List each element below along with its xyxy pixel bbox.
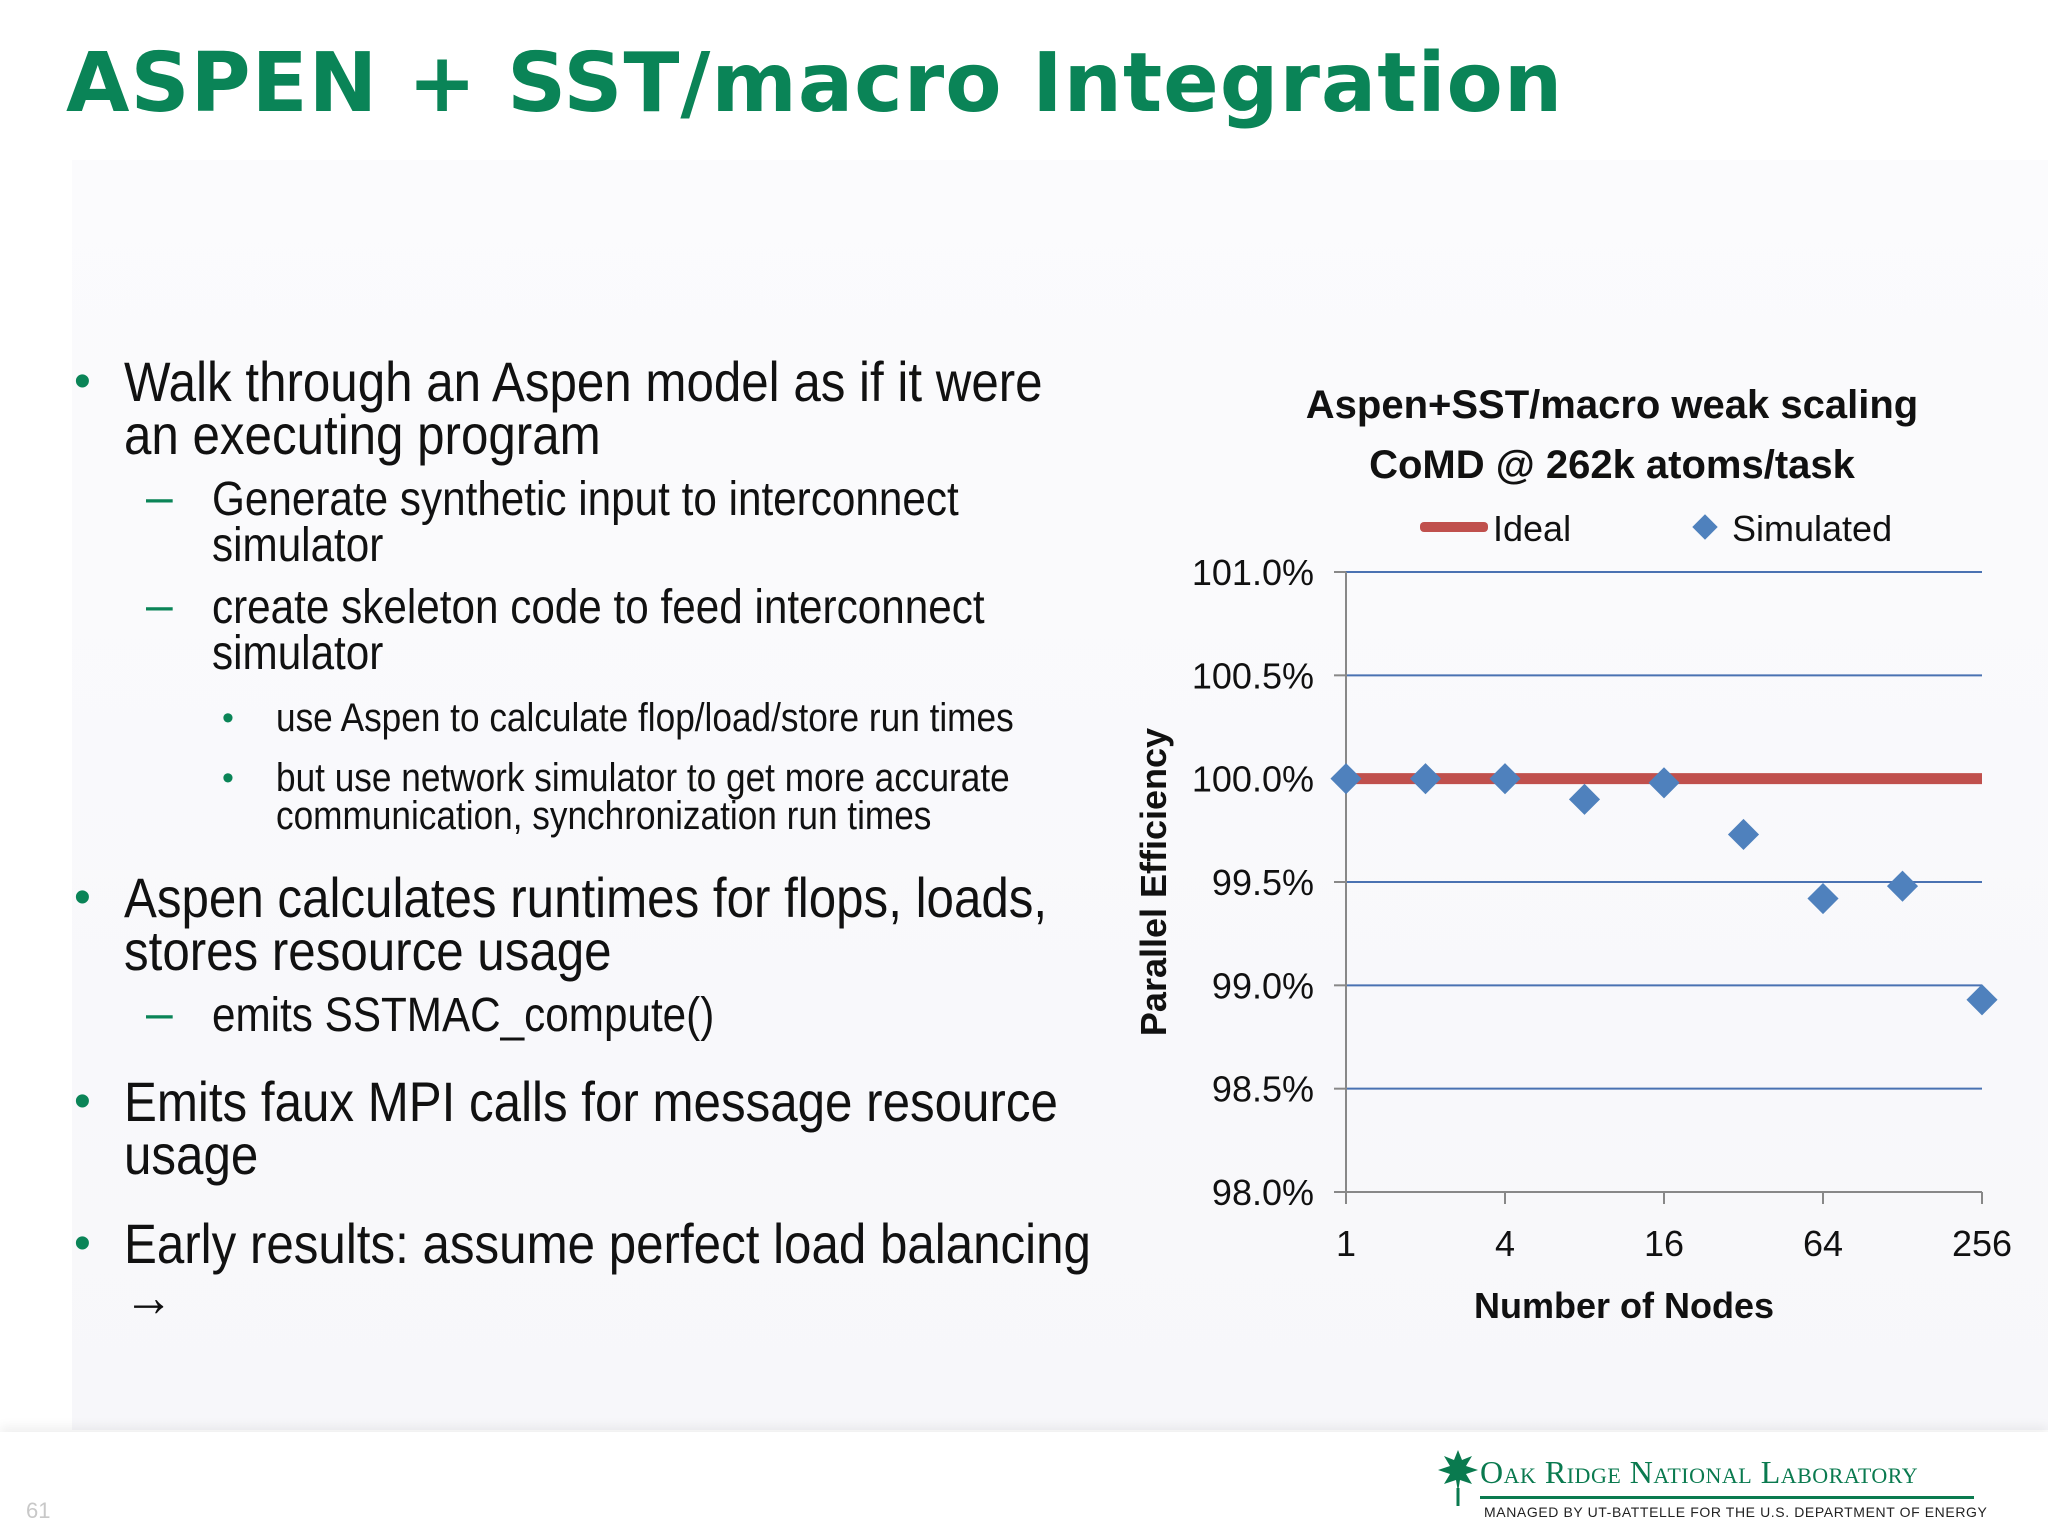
y-tick-label: 99.0% (1212, 965, 1314, 1006)
bullet-dot-icon: • (74, 1217, 91, 1270)
lab-tagline: MANAGED BY UT-BATTELLE FOR THE U.S. DEPA… (1484, 1504, 1988, 1520)
simulated-point (1807, 882, 1839, 915)
bullet-dot-icon: • (74, 355, 91, 408)
simulated-point (1648, 767, 1680, 799)
bullet-item: • Aspen calculates runtimes for flops, l… (66, 866, 1116, 982)
y-tick-label: 98.0% (1212, 1172, 1314, 1213)
bullet-dot-icon: • (222, 699, 234, 737)
x-axis-label: Number of Nodes (1474, 1285, 1774, 1326)
x-tick-label: 64 (1803, 1223, 1843, 1264)
footer-band (0, 1432, 2048, 1536)
x-tick-label: 16 (1644, 1223, 1684, 1264)
bullet-dot-icon: • (222, 759, 234, 797)
dash-icon: – (146, 471, 173, 524)
content-panel (72, 160, 2048, 1430)
bullet-list: • Walk through an Aspen model as if it w… (66, 350, 1116, 1328)
bullet-dot-icon: • (74, 871, 91, 924)
legend-ideal-swatch (1420, 522, 1488, 532)
logo-divider (1480, 1496, 1974, 1499)
simulated-point (1886, 870, 1919, 902)
bullet-item: • Early results: assume perfect load bal… (66, 1212, 1116, 1328)
y-tick-label: 101.0% (1192, 552, 1314, 593)
series-simulated (1330, 763, 1998, 1016)
legend-simulated-swatch (1692, 514, 1718, 540)
simulated-point (1409, 763, 1442, 795)
bullet-dot-icon: • (74, 1075, 91, 1128)
y-tick-label: 98.5% (1212, 1069, 1314, 1110)
weak-scaling-chart: Aspen+SST/macro weak scaling CoMD @ 262k… (1133, 383, 2012, 1326)
sub-bullet-text: Generate synthetic input to interconnect… (212, 473, 959, 572)
sub-bullet-item: – create skeleton code to feed interconn… (66, 579, 1116, 680)
dash-icon: – (146, 987, 173, 1040)
page-number: 61 (26, 1498, 51, 1523)
x-tick-label: 4 (1495, 1223, 1515, 1264)
sub-sub-bullet-item: • but use network simulator to get more … (66, 756, 1116, 838)
simulated-point (1489, 763, 1521, 795)
y-tick-label: 100.0% (1192, 759, 1314, 800)
x-axis-ticks: 1 4 16 64 256 (1336, 1192, 2012, 1264)
x-tick-label: 1 (1336, 1223, 1356, 1264)
sub-bullet-item: – Generate synthetic input to interconne… (66, 471, 1116, 572)
y-tick-label: 100.5% (1192, 655, 1314, 696)
sub-bullet-text: emits SSTMAC_compute() (212, 989, 715, 1042)
slide-title: ASPEN + SST/macro Integration (66, 36, 1564, 131)
x-tick-label: 256 (1952, 1223, 2012, 1264)
y-axis-label: Parallel Efficiency (1133, 728, 1174, 1036)
sub-sub-bullet-text: but use network simulator to get more ac… (276, 756, 1010, 838)
ornl-logo: Oak Ridge National Laboratory MANAGED BY… (1436, 1448, 1987, 1524)
bullet-text: Aspen calculates runtimes for flops, loa… (124, 866, 1048, 982)
gridlines (1346, 571, 1982, 1090)
sub-bullet-item: – emits SSTMAC_compute() (66, 987, 1116, 1042)
lab-name: Oak Ridge National Laboratory (1480, 1454, 1919, 1490)
dash-icon: – (146, 579, 173, 632)
chart-subtitle: CoMD @ 262k atoms/task (1369, 443, 1856, 487)
legend-ideal-label: Ideal (1493, 508, 1571, 549)
sub-sub-bullet-text: use Aspen to calculate flop/load/store r… (276, 696, 1014, 740)
bullet-text: Emits faux MPI calls for message resourc… (124, 1070, 1058, 1186)
simulated-point (1966, 984, 1998, 1016)
simulated-point (1330, 763, 1362, 795)
bullet-text: Walk through an Aspen model as if it wer… (124, 350, 1043, 466)
chart-legend: Ideal Simulated (1420, 508, 1892, 549)
leaf-icon (1438, 1450, 1478, 1506)
y-axis-ticks: 101.0% 100.5% 100.0% 99.5% 99.0% 98.5% 98.0% (1192, 552, 1346, 1213)
simulated-point (1568, 783, 1601, 815)
simulated-point (1727, 818, 1760, 851)
bullet-text: Early results: assume perfect load balan… (124, 1212, 1091, 1328)
y-tick-label: 99.5% (1212, 862, 1314, 903)
legend-simulated-label: Simulated (1732, 508, 1892, 549)
chart-title: Aspen+SST/macro weak scaling (1306, 383, 1918, 427)
sub-bullet-text: create skeleton code to feed interconnec… (212, 581, 985, 680)
bullet-item: • Emits faux MPI calls for message resou… (66, 1070, 1116, 1186)
sub-sub-bullet-item: • use Aspen to calculate flop/load/store… (66, 696, 1116, 740)
bullet-item: • Walk through an Aspen model as if it w… (66, 350, 1116, 466)
